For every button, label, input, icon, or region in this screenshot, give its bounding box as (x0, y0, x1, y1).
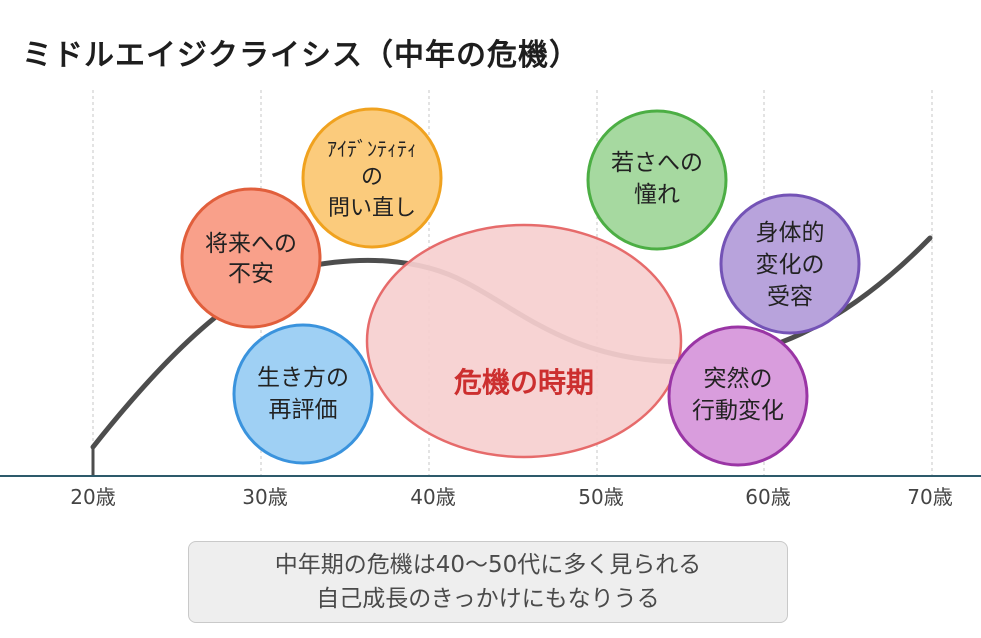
bubble-body-change-circle (719, 193, 861, 335)
bubble-youth-longing-circle (586, 109, 728, 251)
x-tick-label: 50歳 (578, 485, 623, 509)
bubble-identity-line-3: 問い直し (328, 196, 416, 221)
x-tick-label: 30歳 (242, 485, 287, 509)
bubble-identity-circle (301, 107, 443, 249)
crisis-period-label: 危機の時期 (454, 366, 594, 399)
bubble-future-anxiety: 将来への 不安 (180, 187, 322, 329)
bubble-sudden-change-line-2: 行動変化 (692, 398, 784, 424)
bubble-future-anxiety-line-2: 不安 (228, 261, 274, 287)
x-axis-ticks: 20歳 30歳 40歳 50歳 60歳 70歳 (70, 485, 952, 509)
x-tick-label: 40歳 (410, 485, 455, 509)
summary-note-box: 中年期の危機は40〜50代に多く見られる 自己成長のきっかけにもなりうる (188, 541, 788, 623)
crisis-period-ellipse (365, 223, 683, 459)
bubble-way-of-life-line-1: 生き方の (257, 365, 349, 391)
bubble-identity-line-1: ｱｲﾃﾞﾝﾃｨﾃｨ (327, 137, 417, 161)
bubble-youth-longing-line-1: 若さへの (611, 150, 703, 176)
bubble-youth-longing: 若さへの 憧れ (586, 109, 728, 251)
bubble-sudden-change: 突然の 行動変化 (667, 325, 809, 467)
bubble-body-change-line-2: 変化の (756, 252, 825, 278)
bubble-way-of-life-circle (232, 323, 374, 465)
summary-note-line-2: 自己成長のきっかけにもなりうる (316, 586, 660, 612)
page-title: ミドルエイジクライシス（中年の危機） (22, 38, 580, 73)
bubble-body-change: 身体的 変化の 受容 (719, 193, 861, 335)
summary-note-line-1: 中年期の危機は40〜50代に多く見られる (274, 552, 702, 578)
bubble-identity-line-2: の (361, 165, 383, 190)
bubble-youth-longing-line-2: 憧れ (634, 182, 680, 208)
x-tick-label: 20歳 (70, 485, 115, 509)
x-tick-label: 60歳 (745, 485, 790, 509)
bubble-sudden-change-circle (667, 325, 809, 467)
x-tick-label: 70歳 (907, 485, 952, 509)
bubble-body-change-line-3: 受容 (767, 284, 813, 310)
bubble-future-anxiety-circle (180, 187, 322, 329)
bubble-way-of-life-line-2: 再評価 (269, 397, 338, 423)
bubble-identity: ｱｲﾃﾞﾝﾃｨﾃｨ の 問い直し (301, 107, 443, 249)
bubble-way-of-life: 生き方の 再評価 (232, 323, 374, 465)
bubble-future-anxiety-line-1: 将来への (205, 231, 297, 257)
bubble-body-change-line-1: 身体的 (756, 220, 825, 246)
bubble-sudden-change-line-1: 突然の (704, 366, 773, 392)
